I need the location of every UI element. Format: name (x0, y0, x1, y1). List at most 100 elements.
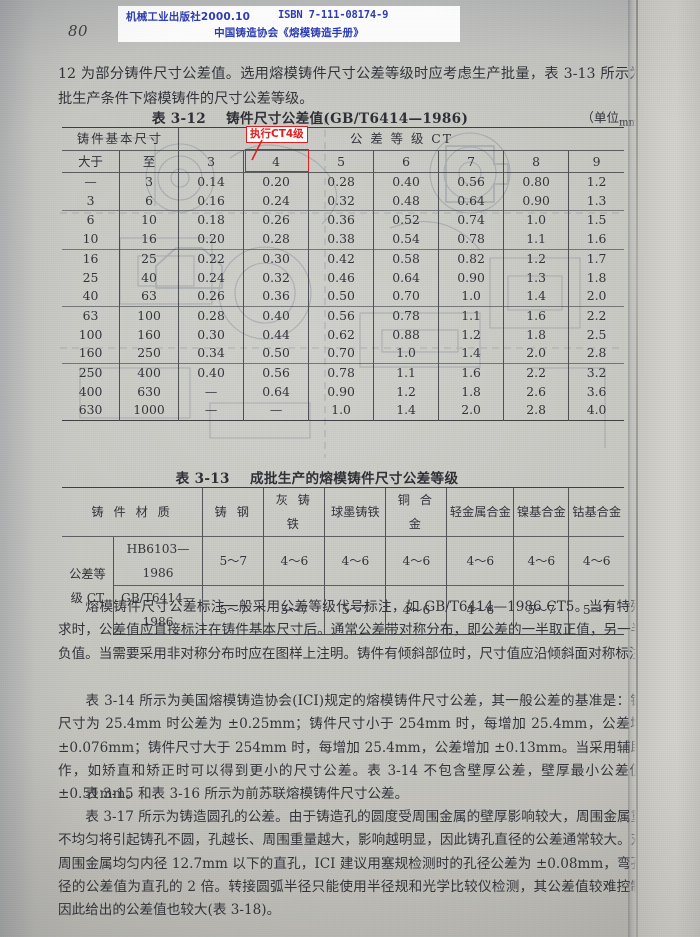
cell-ct9: 2.5 (568, 325, 624, 345)
cell-ct9: 4.0 (568, 401, 624, 421)
cell-ct7: 1.2 (438, 325, 504, 345)
watermark-stamp: 机械工业出版社2000.10 ISBN 7-111-08174-9 中国铸造协会… (118, 6, 460, 42)
paragraph-a-text: 熔模铸件尺寸公差标注一般采用公差等级代号标注，如 GB/T6414—1986 C… (58, 599, 658, 662)
material-cobalt-base-alloy: 钴基合金 (568, 487, 624, 537)
material-cast-steel: 铸 钢 (202, 487, 264, 537)
cell-ct7: 0.78 (438, 230, 504, 250)
table-row: 16 25 0.22 0.30 0.42 0.58 0.82 1.2 1.7 (62, 248, 624, 269)
cell-ct6: 0.70 (373, 287, 439, 307)
cell-from: 250 (62, 363, 120, 383)
material-light-metal-alloy: 轻金属合金 (446, 487, 514, 537)
table-3-13: 铸 件 材 质 铸 钢 灰 铸 铁 球墨铸铁 铜 合 金 轻金属合金 镍基合金 … (62, 487, 624, 635)
table-3-12-title: 铸件尺寸公差值(GB/T6414—1986) (226, 111, 469, 127)
paragraph-d-text: 表 3-17 所示为铸造圆孔的公差。由于铸造孔的圆度受周围金属的壁厚影响较大，周… (58, 809, 658, 919)
cell-ct4: 0.30 (243, 248, 309, 269)
cell-from: 630 (78, 402, 103, 418)
cell-ct8: 1.0 (503, 210, 569, 231)
cell-from: 25 (82, 269, 99, 285)
material-copper-alloy: 铜 合 金 (385, 487, 447, 537)
cell-cobalt-base-alloy: 4～6 (568, 536, 624, 586)
table-row: 400 630 — 0.64 0.90 1.2 1.8 2.6 3.6 (62, 382, 624, 402)
cell-from: — (62, 171, 120, 192)
cell-from: 160 (78, 345, 103, 361)
cell-ct4: — (243, 401, 309, 421)
material-nickel-base-alloy: 镍基合金 (513, 487, 569, 537)
cell-ct5: 0.62 (308, 325, 374, 345)
cell-ct8: 2.8 (503, 401, 569, 421)
cell-ct3: 0.34 (178, 344, 244, 364)
ct-col-7: 7 (438, 150, 504, 173)
cell-ct5: 0.28 (308, 171, 374, 192)
stamp-association: 中国铸造协会《熔模铸造手册》 (214, 27, 364, 39)
standard-name: GB/T6414—1986 (112, 585, 203, 635)
cell-ct6: 0.78 (373, 305, 439, 326)
cell-ct7: 1.8 (438, 382, 504, 402)
cell-ct3: 0.26 (178, 287, 244, 307)
paragraph-intro: 12 为部分铸件尺寸公差值。选用熔模铸件尺寸公差等级时应考虑生产批量，表 3-1… (58, 66, 658, 107)
paragraph-b-text: 表 3-14 所示为美国熔模铸造协会(ICI)规定的熔模铸件尺寸公差，其一般公差… (58, 693, 658, 803)
table-row: 630 1000 — — 1.0 1.4 2.0 2.8 4.0 (62, 401, 624, 421)
cell-to: 250 (119, 344, 179, 364)
cell-ct3: 0.18 (178, 210, 244, 231)
cell-ct7: 0.90 (438, 268, 504, 288)
table-row: 250 400 0.40 0.56 0.78 1.1 1.6 2.2 3.2 (62, 363, 624, 383)
cell-ct9: 1.5 (568, 210, 624, 231)
table-row: 100 160 0.30 0.44 0.62 0.88 1.2 1.8 2.5 (62, 325, 624, 345)
cell-ct6: 1.1 (373, 363, 439, 383)
cell-ct5: 0.36 (308, 210, 374, 231)
ct-col-9: 9 (568, 150, 624, 173)
cell-ct7: 1.0 (438, 287, 504, 307)
cell-nickel-base-alloy: 5～7 (513, 585, 569, 635)
table-row: 6 10 0.18 0.26 0.36 0.52 0.74 1.0 1.5 (62, 210, 624, 231)
cell-to: 630 (119, 382, 179, 402)
page-number: 80 (68, 22, 89, 40)
cell-copper-alloy: 4～6 (385, 585, 447, 635)
cell-ct9: 2.2 (568, 305, 624, 326)
cell-from: 10 (82, 231, 99, 247)
cell-ct3: 0.30 (178, 325, 244, 345)
cell-ct4: 0.40 (243, 305, 309, 326)
cell-copper-alloy: 4～6 (385, 536, 447, 586)
paragraph-round-hole-tolerance: 表 3-17 所示为铸造圆孔的公差。由于铸造孔的圆度受周围金属的壁厚影响较大，周… (58, 806, 658, 922)
cell-grey-iron: 5～7 (263, 585, 325, 635)
cell-ct6: 0.40 (373, 171, 439, 192)
table-3-12: 铸件基本尺寸 公 差 等 级 CT 大于 至 3 4 5 6 7 8 9 — 3… (62, 127, 624, 424)
table-3-12-bottom-rule (62, 420, 624, 424)
cell-to: 25 (119, 248, 179, 269)
paragraph-ici-tolerance: 表 3-14 所示为美国熔模铸造协会(ICI)规定的熔模铸件尺寸公差，其一般公差… (58, 690, 658, 806)
unit-prefix: （单位 (581, 110, 620, 125)
standard-name: HB6103—1986 (112, 536, 203, 586)
paragraph-tolerance-marking: 熔模铸件尺寸公差标注一般采用公差等级代号标注，如 GB/T6414—1986 C… (58, 596, 658, 666)
cell-ct5: 1.0 (308, 401, 374, 421)
cell-ct7: 0.64 (438, 191, 504, 211)
cell-ct7: 0.82 (438, 248, 504, 269)
cell-ct3: 0.24 (178, 268, 244, 288)
ct-col-4: 4 (243, 150, 309, 173)
cell-ct9: 1.6 (568, 230, 624, 250)
cell-to: 40 (119, 268, 179, 288)
cell-ct9: 2.0 (568, 287, 624, 307)
table-row: 40 63 0.26 0.36 0.50 0.70 1.0 1.4 2.0 (62, 287, 624, 307)
material-ductile-iron: 球墨铸铁 (324, 487, 386, 537)
cell-ct6: 0.64 (373, 268, 439, 288)
table-row: — 3 0.14 0.20 0.28 0.40 0.56 0.80 1.2 (62, 171, 624, 192)
cell-ct4: 0.28 (243, 230, 309, 250)
stamp-isbn: ISBN 7-111-08174-9 (278, 9, 389, 21)
cell-from: 40 (82, 288, 99, 304)
cell-from: 6 (62, 210, 120, 231)
cell-ct3: 0.22 (178, 248, 244, 269)
cell-ct8: 1.3 (503, 268, 569, 288)
table-row: GB/T6414—1986 5～7 5～7 5～7 4～6 4～6 5～7 5～… (62, 585, 624, 635)
table-row: 160 250 0.34 0.50 0.70 1.0 1.4 2.0 2.8 (62, 344, 624, 364)
cell-ct8: 1.6 (503, 305, 569, 326)
subheader-greater-than: 大于 (62, 150, 120, 173)
cell-from: 3 (86, 192, 95, 208)
cell-from: 400 (78, 383, 103, 399)
cell-ct6: 1.0 (373, 344, 439, 364)
cell-ductile-iron: 5～7 (324, 585, 386, 635)
subheader-up-to: 至 (119, 150, 179, 173)
cell-ct3: 0.28 (178, 305, 244, 326)
cell-ct4: 0.50 (243, 344, 309, 364)
cell-ct8: 2.0 (503, 344, 569, 364)
paragraph-c-text: 表 3-15 和表 3-16 所示为前苏联熔模铸件尺寸公差。 (85, 786, 409, 802)
